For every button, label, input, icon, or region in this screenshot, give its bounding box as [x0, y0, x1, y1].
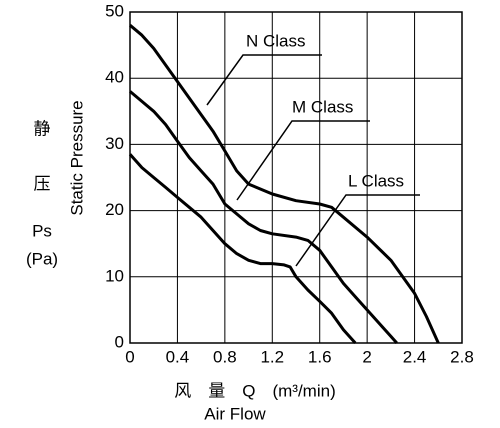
- x-tick-label: 0: [125, 347, 134, 366]
- y-tick-label: 0: [115, 332, 124, 351]
- curve: [128, 153, 357, 345]
- curve-label: L Class: [348, 171, 404, 190]
- y-side-label: Ps: [32, 221, 52, 240]
- x-axis-sublabel: Air Flow: [204, 404, 266, 423]
- plot-frame: [129, 11, 463, 344]
- y-tick-label: 10: [105, 266, 124, 285]
- x-tick-label: 2.4: [403, 347, 427, 366]
- y-side-label: 压: [34, 174, 51, 193]
- y-tick-label: 50: [105, 1, 124, 20]
- curve-label: M Class: [292, 97, 353, 116]
- x-tick-label: 2: [362, 347, 371, 366]
- y-side-label: 静: [34, 119, 51, 138]
- leader-line: [295, 194, 420, 267]
- leader-line: [236, 120, 370, 201]
- curve: [129, 90, 398, 344]
- y-axis-label: Static Pressure: [67, 100, 86, 215]
- x-tick-label: 1.6: [308, 347, 332, 366]
- x-tick-label: 2.8: [450, 347, 474, 366]
- x-axis-label: 风 量 Q (m³/min): [174, 381, 335, 400]
- y-tick-label: 30: [105, 134, 124, 153]
- leader-line: [206, 54, 322, 106]
- y-side-label: (Pa): [26, 249, 58, 268]
- curve-label: N Class: [246, 31, 306, 50]
- y-tick-label: 20: [105, 200, 124, 219]
- y-tick-label: 40: [105, 68, 124, 87]
- x-tick-label: 1.2: [260, 347, 284, 366]
- x-tick-label: 0.8: [213, 347, 237, 366]
- x-tick-label: 0.4: [166, 347, 190, 366]
